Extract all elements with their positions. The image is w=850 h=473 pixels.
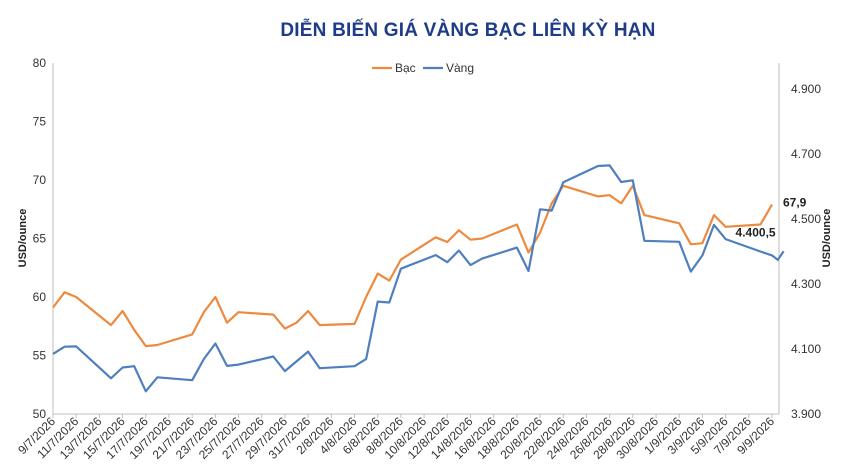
right-y-tick-label: 4.700: [791, 147, 821, 161]
left-y-axis-title: USD/ounce: [17, 209, 29, 268]
right-y-axis-title: USD/ounce: [821, 209, 833, 268]
right-y-axis-ticks: 3.900 4.100 4.300 4.500 4.700 4.900: [791, 82, 821, 421]
right-y-tick-label: 4.100: [791, 342, 821, 356]
left-y-tick-label: 50: [33, 407, 47, 421]
left-y-axis-ticks: 50 55 60 65 70 75 80: [33, 56, 47, 421]
chart-axes: [52, 63, 780, 415]
silver-end-value-label: 67,9: [783, 196, 807, 210]
right-y-tick-label: 4.300: [791, 277, 821, 291]
right-y-tick-label: 4.900: [791, 82, 821, 96]
x-axis-ticks: 9/7/202611/7/202613/7/202615/7/202617/7/…: [15, 414, 777, 462]
series-line-silver: [52, 184, 773, 348]
legend-label-silver: Bạc: [395, 61, 416, 75]
legend-label-gold: Vàng: [446, 61, 474, 75]
series-line-gold: [52, 164, 785, 393]
left-y-tick-label: 60: [33, 290, 47, 304]
right-y-tick-label: 3.900: [791, 407, 821, 421]
chart-series: [52, 164, 785, 393]
left-y-tick-label: 70: [33, 173, 47, 187]
series-end-labels: 67,9 4.400,5: [736, 196, 807, 240]
left-y-tick-label: 55: [33, 349, 47, 363]
chart-title: DIỄN BIẾN GIÁ VÀNG BẠC LIÊN KỲ HẠN: [280, 20, 656, 41]
left-y-tick-label: 80: [33, 56, 47, 70]
left-y-tick-label: 75: [33, 115, 47, 129]
left-y-tick-label: 65: [33, 232, 47, 246]
gold-end-value-label: 4.400,5: [736, 225, 776, 239]
chart-legend: Bạc Vàng: [372, 61, 474, 75]
right-y-tick-label: 4.500: [791, 212, 821, 226]
